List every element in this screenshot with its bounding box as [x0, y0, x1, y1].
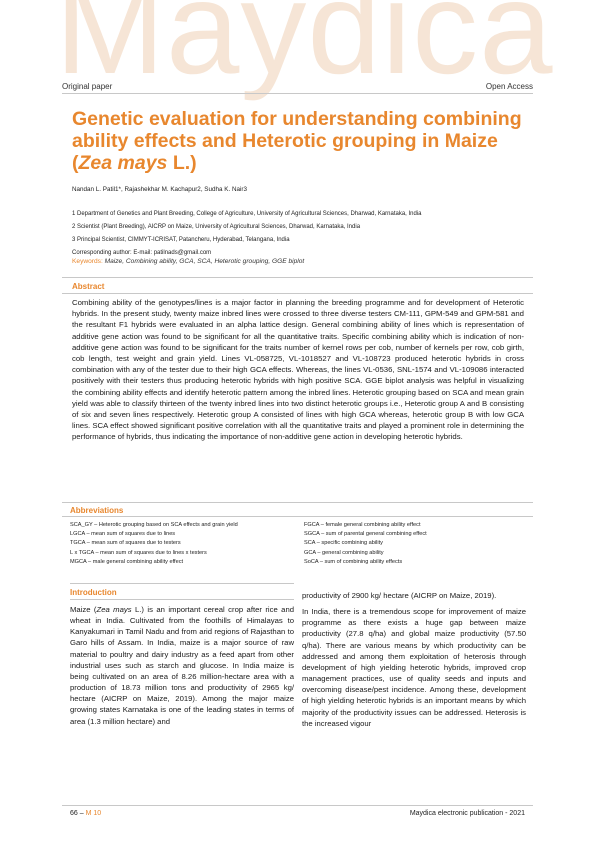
- publication-info: Maydica electronic publication - 2021: [409, 810, 525, 817]
- open-access-label: Open Access: [485, 82, 533, 91]
- abbreviation-item: FGCA – female general combining ability …: [304, 522, 421, 528]
- species-name: Zea mays: [78, 152, 168, 174]
- author-list: Nandan L. Patil1*, Rajashekhar M. Kachap…: [72, 186, 248, 193]
- corresponding-author: Corresponding author: E-mail: patilnads@…: [72, 250, 212, 256]
- affiliations: 1 Department of Genetics and Plant Breed…: [72, 208, 422, 260]
- abbreviation-item: MGCA – male general combining ability ef…: [70, 558, 184, 565]
- abbreviation-item: TGCA – mean sum of squares due to tester…: [70, 540, 181, 547]
- abbreviations-heading: Abbreviations: [70, 506, 124, 515]
- abbreviations-left-column: SCA_GY – Heterotic grouping based on SCA…: [70, 521, 238, 567]
- affiliation-1: 1 Department of Genetics and Plant Breed…: [72, 211, 422, 217]
- intro-right-column: productivity of 2900 kg/ hectare (AICRP …: [302, 590, 526, 734]
- abbreviation-item: SCA_GY – Heterotic grouping based on SCA…: [70, 522, 238, 528]
- header-divider: [62, 93, 533, 94]
- journal-watermark: Maydica: [55, 0, 554, 101]
- abbreviations-right-column: FGCA – female general combining ability …: [304, 521, 427, 567]
- intro-divider-top: [70, 583, 294, 584]
- abbreviation-item: SCA – specific combining ability: [304, 540, 383, 547]
- article-type-label: Original paper: [62, 82, 113, 91]
- intro-paragraph-2: productivity of 2900 kg/ hectare (AICRP …: [302, 591, 497, 600]
- abbreviation-item: LGCA – mean sum of squares due to lines: [70, 531, 176, 538]
- keywords-text: Maize, Combining ability, GCA, SCA, Hete…: [104, 258, 305, 265]
- intro-paragraph-1: Maize (Zea mays L.) is an important cere…: [70, 605, 294, 726]
- abstract-divider-top: [62, 277, 533, 278]
- abstract-divider-bottom: [62, 293, 533, 294]
- page-number: 66 – M 10: [70, 810, 102, 817]
- keywords: Keywords: Maize, Combining ability, GCA,…: [72, 258, 304, 265]
- abstract-text: Combining ability of the genotypes/lines…: [72, 298, 524, 442]
- affiliation-3: 3 Principal Scientist, CIMMYT-ICRISAT, P…: [72, 237, 290, 243]
- species-name: Zea mays: [96, 605, 132, 614]
- keywords-label: Keywords:: [72, 258, 103, 265]
- affiliation-2: 2 Scientist (Plant Breeding), AICRP on M…: [72, 224, 361, 230]
- introduction-heading: Introduction: [70, 588, 117, 597]
- paper-title: Genetic evaluation for understanding com…: [72, 108, 522, 174]
- abbreviation-item: GCA – general combining ability: [304, 549, 384, 556]
- intro-paragraph-3: In India, there is a tremendous scope fo…: [302, 607, 526, 728]
- issue-number: M 10: [85, 810, 102, 817]
- abbreviation-item: SGCA – sum of parental general combining…: [304, 531, 427, 538]
- abstract-heading: Abstract: [72, 282, 105, 291]
- abbreviation-item: L x TGCA – mean sum of squares due to li…: [70, 549, 207, 556]
- intro-divider-bottom: [70, 599, 294, 600]
- intro-left-column: Maize (Zea mays L.) is an important cere…: [70, 604, 294, 732]
- abbreviations-divider-top: [62, 502, 533, 503]
- abbreviations-divider-bottom: [62, 516, 533, 517]
- footer-divider: [62, 805, 533, 806]
- abbreviation-item: SoCA – sum of combining ability effects: [304, 558, 403, 565]
